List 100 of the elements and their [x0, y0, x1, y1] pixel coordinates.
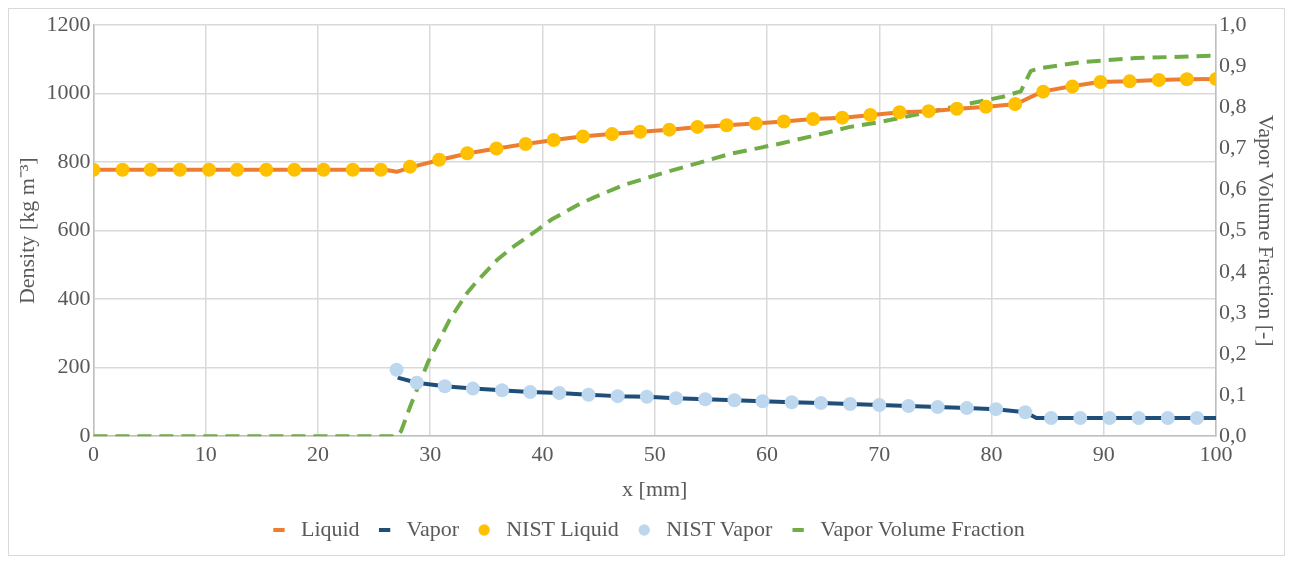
y-tick-label: 1000 — [46, 79, 91, 105]
point — [1160, 411, 1175, 426]
point — [1044, 411, 1059, 426]
y-tick-label: 0 — [79, 421, 91, 447]
point — [1151, 73, 1166, 87]
point — [719, 118, 734, 133]
point — [1131, 411, 1146, 426]
point — [1190, 411, 1205, 426]
point — [460, 146, 475, 161]
point — [172, 162, 187, 177]
y-tick-label: 200 — [57, 353, 91, 379]
y2-tick-label: 0,7 — [1219, 134, 1247, 160]
y2-tick-label: 0,1 — [1219, 380, 1247, 406]
point — [949, 101, 964, 116]
point — [489, 141, 504, 156]
point — [872, 398, 887, 413]
point — [690, 119, 705, 134]
y2-tick-label: 1,0 — [1219, 10, 1247, 36]
y2-axis-title: Vapor Volume Fraction [-] — [1254, 114, 1280, 347]
y2-tick-label: 0,2 — [1219, 339, 1247, 365]
point — [806, 112, 821, 127]
legend-label: Vapor Volume Fraction — [820, 515, 1025, 541]
legend-label: Vapor — [406, 515, 460, 541]
y-axis-title: Density [kg m⁻³] — [13, 157, 39, 305]
point — [813, 395, 828, 410]
point — [1018, 405, 1033, 420]
point — [437, 379, 452, 394]
legend-label: Liquid — [300, 515, 360, 541]
x-tick-label: 70 — [868, 441, 891, 467]
x-tick-label: 80 — [980, 441, 1003, 467]
x-tick-label: 90 — [1092, 441, 1115, 467]
y-tick-label: 600 — [57, 216, 91, 242]
point — [1065, 79, 1080, 94]
point — [978, 99, 993, 114]
point — [230, 162, 245, 177]
point — [835, 110, 850, 125]
point — [755, 394, 770, 409]
point — [727, 393, 742, 408]
point — [1036, 84, 1051, 99]
point — [776, 114, 791, 129]
point — [389, 362, 404, 377]
point — [518, 137, 533, 152]
point — [202, 162, 217, 177]
point — [843, 397, 858, 412]
legend-label: NIST Liquid — [506, 515, 619, 541]
point — [921, 104, 936, 119]
point — [784, 395, 799, 410]
y2-tick-label: 0,9 — [1219, 52, 1247, 78]
y2-tick-label: 0,6 — [1219, 175, 1247, 201]
point — [863, 107, 878, 122]
point — [316, 162, 331, 177]
y-tick-label: 1200 — [46, 10, 91, 36]
point — [901, 399, 916, 414]
point — [669, 391, 684, 406]
point — [546, 132, 561, 147]
point — [465, 381, 480, 396]
point — [989, 402, 1004, 417]
point — [605, 127, 620, 142]
point — [115, 162, 130, 177]
y-tick-label: 800 — [57, 147, 91, 173]
y2-tick-label: 0,5 — [1219, 216, 1247, 242]
y-tick-label: 400 — [57, 284, 91, 310]
point — [432, 152, 447, 167]
point — [892, 105, 907, 120]
point — [523, 385, 538, 400]
y2-tick-label: 0,3 — [1219, 298, 1247, 324]
point — [748, 116, 763, 131]
x-tick-label: 40 — [531, 441, 554, 467]
point — [1073, 411, 1088, 426]
point — [1122, 74, 1137, 89]
point — [1008, 96, 1023, 111]
point — [698, 392, 713, 407]
point — [373, 162, 388, 177]
point — [930, 400, 945, 415]
point — [1093, 75, 1108, 90]
point — [552, 386, 567, 401]
y2-tick-label: 0,4 — [1219, 257, 1247, 283]
point — [409, 375, 424, 390]
point — [633, 124, 648, 139]
x-tick-label: 10 — [194, 441, 217, 467]
point — [610, 389, 625, 404]
point — [287, 162, 302, 177]
point — [495, 383, 510, 398]
point — [959, 401, 974, 416]
point — [1102, 411, 1117, 426]
x-tick-label: 30 — [419, 441, 442, 467]
point — [143, 162, 158, 177]
point — [403, 159, 417, 174]
point — [662, 122, 677, 137]
x-tick-label: 20 — [306, 441, 329, 467]
point — [259, 162, 274, 177]
x-tick-label: 50 — [643, 441, 666, 467]
point — [581, 387, 596, 402]
point — [575, 129, 590, 144]
legend-label: NIST Vapor — [666, 515, 774, 541]
x-axis-title: x [mm] — [622, 475, 688, 501]
x-tick-label: 60 — [756, 441, 779, 467]
point — [1179, 72, 1194, 87]
point — [639, 389, 654, 404]
y2-tick-label: 0,8 — [1219, 93, 1247, 119]
